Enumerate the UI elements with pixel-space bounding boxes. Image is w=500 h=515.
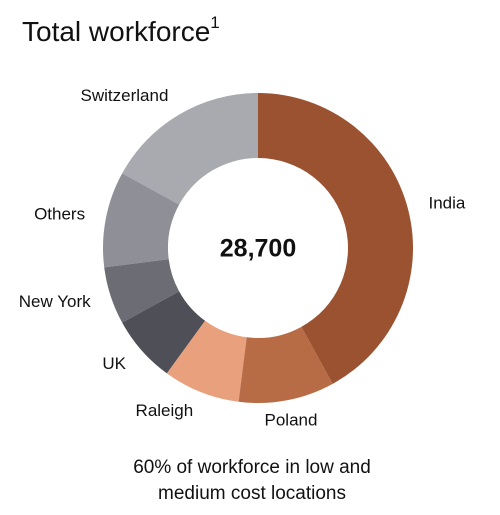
slice [166, 320, 247, 402]
footnote: medium cost locations [158, 483, 346, 504]
slice [238, 326, 333, 403]
slice-label: New York [19, 292, 91, 311]
slice [122, 92, 259, 205]
footnote: 60% of workforce in low and [133, 457, 371, 478]
slice [122, 291, 206, 374]
slice [102, 173, 180, 268]
slice-label: Poland [265, 410, 318, 429]
title-text: Total workforce [22, 16, 210, 47]
slice [258, 93, 414, 384]
slice-label: India [428, 194, 465, 213]
title-superscript: 1 [210, 13, 219, 32]
center-label: 28,700 [220, 235, 296, 263]
slice [104, 259, 180, 323]
slice-label: Switzerland [81, 86, 169, 105]
slice-label: Raleigh [136, 401, 194, 420]
slice-label: UK [102, 354, 126, 373]
slice-label: Others [34, 205, 85, 224]
chart-title: Total workforce1 [22, 13, 220, 47]
